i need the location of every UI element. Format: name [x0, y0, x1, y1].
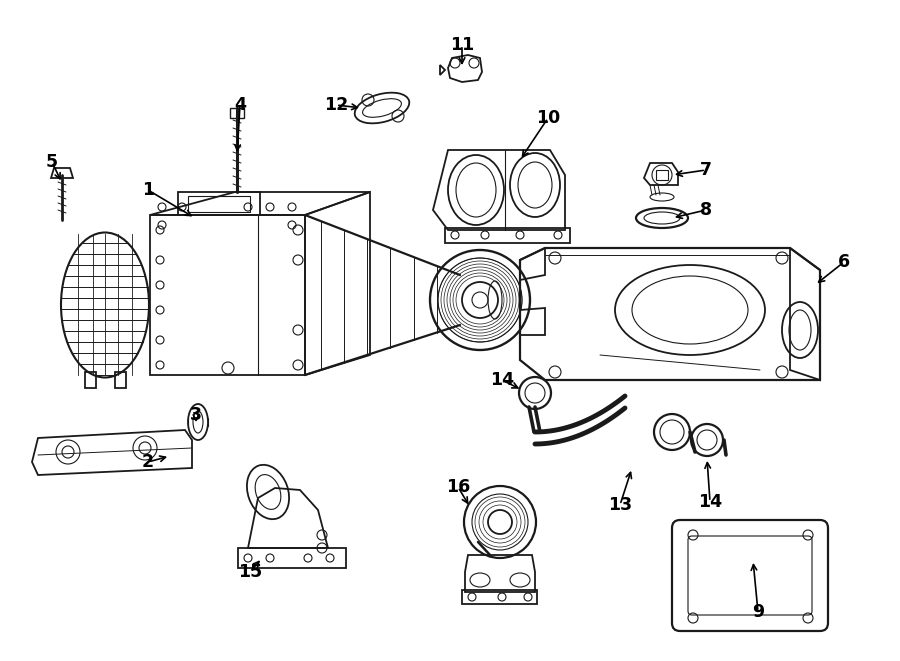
- Text: 3: 3: [190, 406, 202, 424]
- Text: 11: 11: [450, 36, 474, 54]
- Bar: [188, 196, 250, 212]
- Bar: [445, 228, 570, 243]
- Text: 14: 14: [490, 371, 514, 389]
- Text: 13: 13: [608, 496, 632, 514]
- Text: 4: 4: [234, 96, 246, 114]
- Text: 15: 15: [238, 563, 262, 581]
- Text: 16: 16: [446, 478, 470, 496]
- Bar: [656, 170, 668, 180]
- Text: 8: 8: [700, 201, 712, 219]
- Text: 12: 12: [324, 96, 348, 114]
- Bar: [238, 548, 346, 568]
- Text: 7: 7: [700, 161, 712, 179]
- Text: 5: 5: [46, 153, 58, 171]
- Text: 10: 10: [536, 109, 560, 127]
- Bar: [462, 590, 537, 604]
- Bar: [230, 108, 244, 118]
- Text: 14: 14: [698, 493, 722, 511]
- Text: 6: 6: [838, 253, 850, 271]
- Text: 9: 9: [752, 603, 764, 621]
- Text: 1: 1: [142, 181, 154, 199]
- Text: 2: 2: [142, 453, 154, 471]
